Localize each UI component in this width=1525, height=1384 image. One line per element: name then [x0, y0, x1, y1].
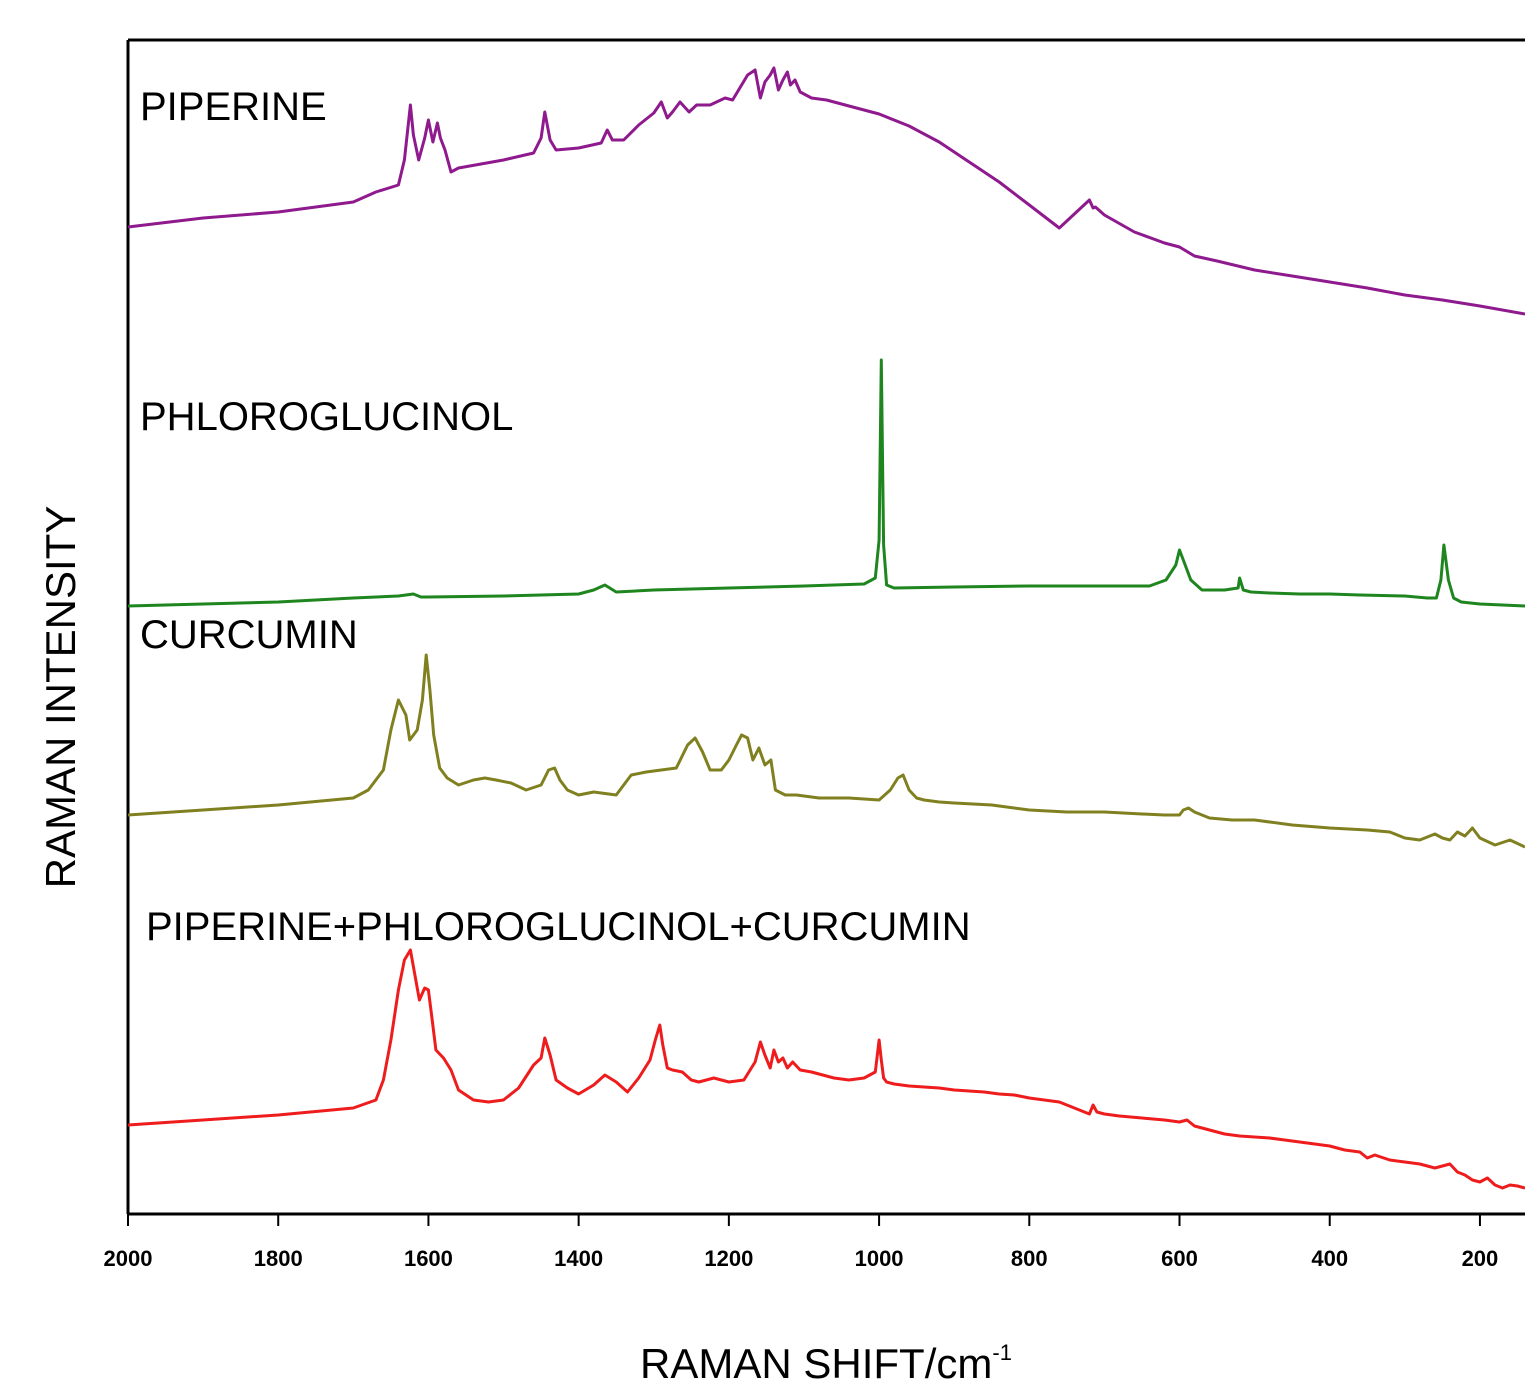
- series-label: PIPERINE: [140, 85, 327, 129]
- y-axis-title: RAMAN INTENSITY: [37, 506, 84, 889]
- series-line-curcumin: [127, 653, 1525, 849]
- series-lines: [127, 66, 1525, 1190]
- series-label: PHLOROGLUCINOL: [140, 395, 513, 439]
- x-tick-label: 1400: [554, 1246, 603, 1271]
- series-label: PIPERINE+PHLOROGLUCINOL+CURCUMIN: [146, 905, 971, 949]
- series-line-phloroglucinol: [127, 358, 1525, 608]
- x-axis-title-text: RAMAN SHIFT/cm: [640, 1340, 992, 1384]
- series-label: CURCUMIN: [140, 613, 358, 657]
- x-axis-title: RAMAN SHIFT/cm-1: [640, 1340, 1012, 1384]
- x-tick-label: 2000: [104, 1246, 153, 1271]
- series-line-piperine: [127, 66, 1525, 316]
- x-tick-label: 600: [1161, 1246, 1198, 1271]
- x-tick-label: 800: [1011, 1246, 1048, 1271]
- x-tick-label: 1800: [254, 1246, 303, 1271]
- x-axis-title-superscript: -1: [992, 1340, 1012, 1365]
- x-tick-label: 1200: [704, 1246, 753, 1271]
- x-tick-label: 1600: [404, 1246, 453, 1271]
- plot-frame: [126, 38, 1525, 1216]
- x-tick-label: 400: [1311, 1246, 1348, 1271]
- x-ticks: 2000 1800 1600 1400 1200 1000 800 600 400 200: [104, 1214, 1499, 1271]
- x-tick-label: 200: [1462, 1246, 1499, 1271]
- series-labels: PIPERINE PHLOROGLUCINOL CURCUMIN PIPERINE+P…: [140, 85, 971, 949]
- series-line-piperine-phloroglucinol-curcumin: [127, 948, 1525, 1190]
- x-tick-label: 1000: [855, 1246, 904, 1271]
